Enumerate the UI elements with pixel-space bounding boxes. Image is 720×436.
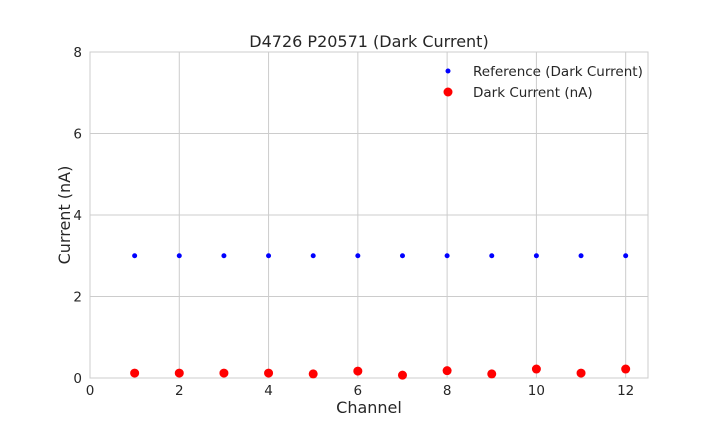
x-tick-label: 10 xyxy=(528,383,545,399)
legend: Reference (Dark Current) Dark Current (n… xyxy=(443,64,643,101)
dark-current-point xyxy=(531,364,541,374)
x-tick-label: 8 xyxy=(443,383,452,399)
x-tick-label: 2 xyxy=(175,383,184,399)
y-tick-label: 8 xyxy=(73,45,82,61)
y-axis-label: Current (nA) xyxy=(55,166,74,265)
reference-point xyxy=(444,253,450,259)
chart-title: D4726 P20571 (Dark Current) xyxy=(249,32,488,51)
dark-current-point xyxy=(621,364,631,374)
dark-current-point xyxy=(219,368,229,378)
dark-current-point xyxy=(264,368,274,378)
legend-marker-dark-current xyxy=(443,87,453,97)
tick-labels: 0 2 4 6 8 10 12 0 2 4 6 8 xyxy=(73,45,634,399)
dark-current-point xyxy=(174,368,184,378)
reference-point xyxy=(132,253,138,259)
reference-point xyxy=(399,253,405,259)
dark-current-point xyxy=(397,370,407,380)
reference-point xyxy=(310,253,316,259)
dark-current-point xyxy=(353,366,363,376)
x-tick-label: 6 xyxy=(354,383,363,399)
dark-current-point xyxy=(576,368,586,378)
reference-point xyxy=(533,253,539,259)
legend-label-dark-current: Dark Current (nA) xyxy=(473,85,593,101)
x-tick-label: 12 xyxy=(617,383,634,399)
x-tick-label: 4 xyxy=(264,383,273,399)
y-tick-label: 2 xyxy=(73,290,82,306)
legend-marker-reference xyxy=(445,68,451,74)
data-points xyxy=(130,253,631,380)
x-tick-label: 0 xyxy=(86,383,95,399)
legend-label-reference: Reference (Dark Current) xyxy=(473,64,643,80)
y-tick-label: 6 xyxy=(73,127,82,143)
reference-point xyxy=(623,253,629,259)
reference-point xyxy=(266,253,272,259)
dark-current-point xyxy=(308,369,318,379)
dark-current-point xyxy=(442,366,452,376)
dark-current-point xyxy=(487,369,497,379)
y-tick-label: 4 xyxy=(73,208,82,224)
dark-current-point xyxy=(130,368,140,378)
reference-point xyxy=(578,253,584,259)
reference-point xyxy=(489,253,495,259)
plot-frame xyxy=(89,51,649,379)
reference-point xyxy=(221,253,227,259)
x-axis-label: Channel xyxy=(336,398,402,417)
y-tick-label: 0 xyxy=(73,371,82,387)
reference-point xyxy=(355,253,361,259)
reference-point xyxy=(176,253,182,259)
